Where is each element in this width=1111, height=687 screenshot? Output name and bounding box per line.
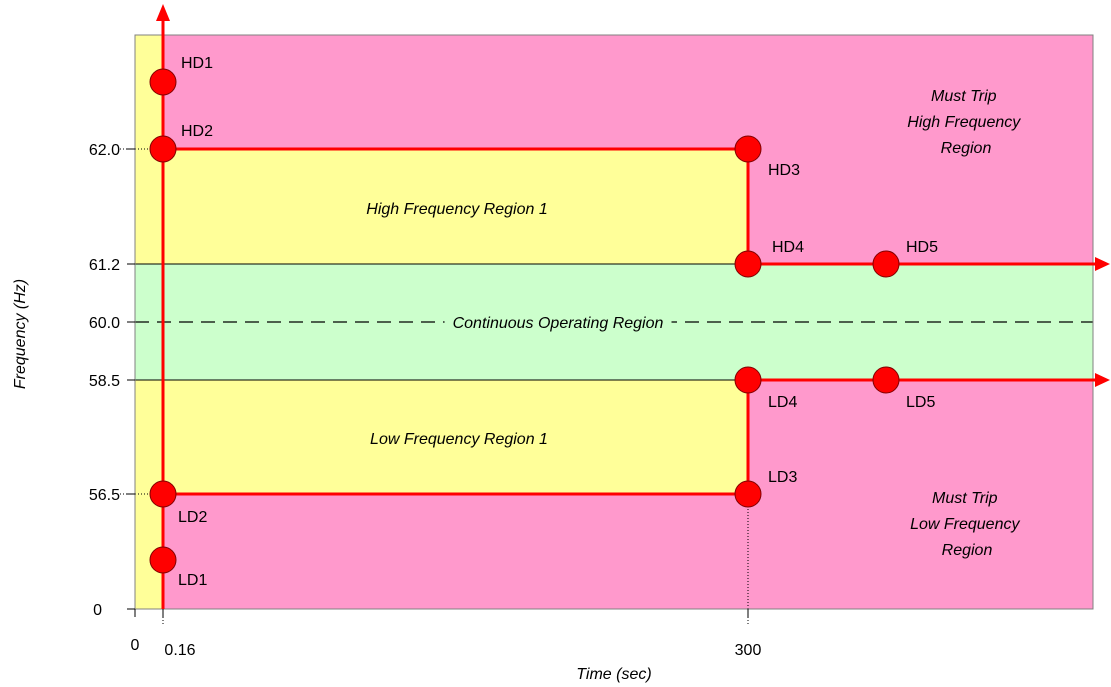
y-axis-title: Frequency (Hz) bbox=[12, 279, 29, 389]
region-label-must-trip-low: Must Trip Low Frequency Region bbox=[910, 490, 1024, 559]
arrow-right-low bbox=[1095, 373, 1110, 387]
label-hd3: HD3 bbox=[768, 162, 800, 179]
label-ld5: LD5 bbox=[906, 394, 935, 411]
x-tick-label-0: 0 bbox=[131, 637, 140, 654]
y-tick-label-56-5: 56.5 bbox=[89, 487, 120, 504]
point-ld1 bbox=[149, 546, 177, 574]
y-tick-label-60-0: 60.0 bbox=[89, 315, 120, 332]
region-label-continuous-operating: Continuous Operating Region bbox=[453, 315, 664, 332]
x-tick-label-0-16: 0.16 bbox=[164, 642, 195, 659]
label-ld4: LD4 bbox=[768, 394, 797, 411]
label-hd5: HD5 bbox=[906, 239, 938, 256]
region-label-high-frequency-1: High Frequency Region 1 bbox=[366, 201, 547, 218]
y-tick-marks bbox=[127, 148, 135, 610]
label-ld1: LD1 bbox=[178, 572, 207, 589]
trip-boundary-lines bbox=[161, 20, 1100, 609]
label-hd4: HD4 bbox=[772, 239, 804, 256]
x-axis-title: Time (sec) bbox=[576, 666, 651, 683]
y-tick-label-61-2: 61.2 bbox=[89, 257, 120, 274]
region-label-must-trip-high: Must Trip High Frequency Region bbox=[907, 88, 1024, 157]
region-label-continuous-bg: Continuous Operating Region bbox=[453, 315, 664, 332]
point-hd4 bbox=[734, 250, 762, 278]
x-tick-label-300: 300 bbox=[735, 642, 762, 659]
point-ld2 bbox=[149, 480, 177, 508]
point-hd2 bbox=[149, 135, 177, 163]
label-hd2: HD2 bbox=[181, 123, 213, 140]
high-boundary-line bbox=[163, 147, 1100, 266]
label-ld2: LD2 bbox=[178, 509, 207, 526]
y-tick-label-0: 0 bbox=[93, 602, 102, 619]
label-hd1: HD1 bbox=[181, 55, 213, 72]
point-hd1 bbox=[149, 68, 177, 96]
y-tick-label-58-5: 58.5 bbox=[89, 373, 120, 390]
low-frequency-region-1-bg bbox=[163, 380, 748, 494]
low-boundary-line bbox=[163, 378, 1100, 496]
x-tick-marks bbox=[134, 609, 749, 617]
point-ld3 bbox=[734, 480, 762, 508]
y-tick-label-62-0: 62.0 bbox=[89, 142, 120, 159]
continuous-label-backing bbox=[444, 315, 672, 332]
arrow-right-high bbox=[1095, 257, 1110, 271]
arrowheads bbox=[156, 4, 1110, 387]
point-ld4 bbox=[734, 366, 762, 394]
point-hd5 bbox=[872, 250, 900, 278]
region-label-low-frequency-1: Low Frequency Region 1 bbox=[370, 431, 548, 448]
point-ld5 bbox=[872, 366, 900, 394]
label-ld3: LD3 bbox=[768, 469, 797, 486]
point-hd3 bbox=[734, 135, 762, 163]
high-frequency-region-1-bg bbox=[163, 149, 748, 264]
arrow-up bbox=[156, 4, 170, 21]
design-points bbox=[149, 68, 900, 574]
